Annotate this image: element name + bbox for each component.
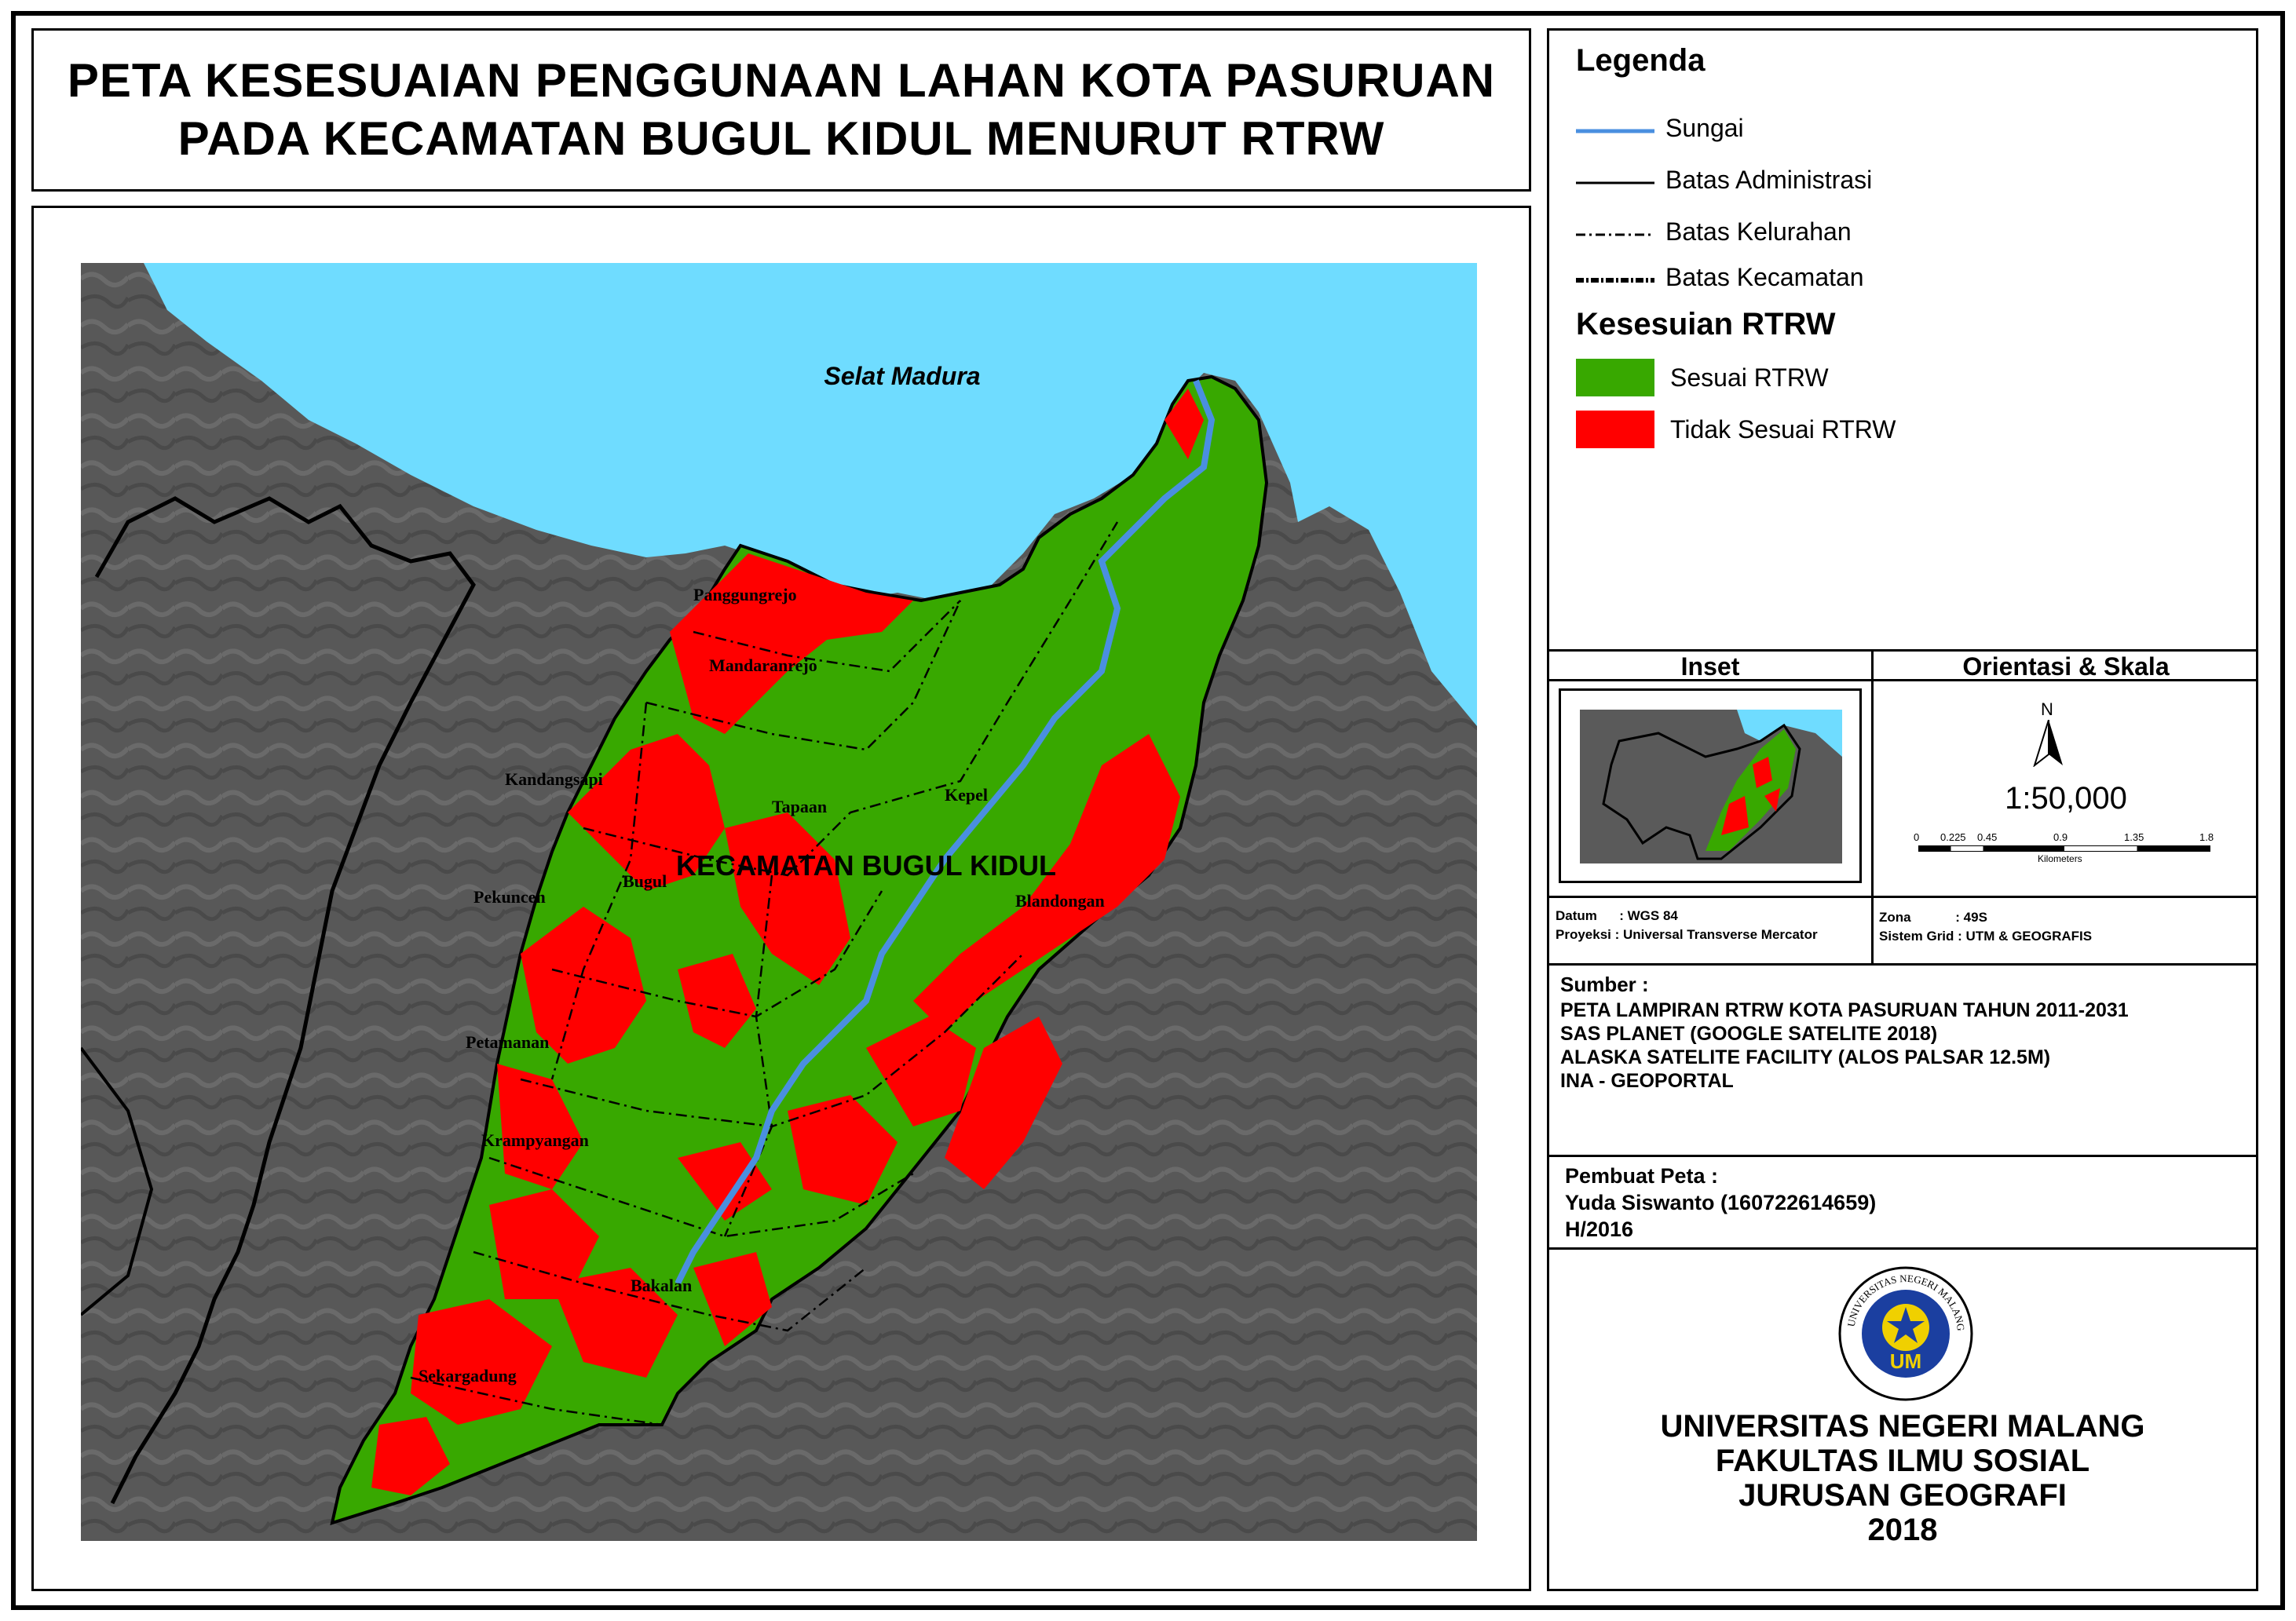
zona-value: : 49S xyxy=(1955,910,1987,925)
kelurahan-label: Kepel xyxy=(945,785,988,805)
datum-value: : WGS 84 xyxy=(1619,908,1678,923)
divider xyxy=(1549,1247,2256,1250)
dash-dot-line-icon xyxy=(1576,233,1654,236)
kelurahan-label: Tapaan xyxy=(772,797,827,816)
kelurahan-label: Krampyangan xyxy=(481,1130,589,1150)
tidak-sesuai-swatch xyxy=(1576,411,1654,448)
source-item: SAS PLANET (GOOGLE SATELITE 2018) xyxy=(1560,1023,1938,1045)
legend-class-label: Tidak Sesuai RTRW xyxy=(1670,415,1896,444)
faculty-name: FAKULTAS ILMU SOSIAL xyxy=(1715,1444,2090,1478)
university-logo: UM UNIVERSITAS NEGERI MALANG xyxy=(1838,1266,1973,1401)
kelurahan-labels: Panggungrejo Mandaranrejo Kandangsapi Ta… xyxy=(419,585,1105,1386)
grid-info: Sistem Grid : UTM & GEOGRAFIS xyxy=(1879,929,2092,944)
kelurahan-label: Petamanan xyxy=(466,1032,549,1052)
source-item: PETA LAMPIRAN RTRW KOTA PASURUAN TAHUN 2… xyxy=(1560,999,2129,1021)
source-item: ALASKA SATELITE FACILITY (ALOS PALSAR 12… xyxy=(1560,1046,2051,1068)
tidak-sesuai-areas xyxy=(371,389,1204,1495)
divider xyxy=(1871,896,1874,963)
kelurahan-label: Blandongan xyxy=(1015,891,1105,911)
logo-initials: UM xyxy=(1890,1349,1921,1373)
district-label: KECAMATAN BUGUL KIDUL xyxy=(676,849,1056,882)
kelurahan-label: Panggungrejo xyxy=(693,585,797,604)
divider xyxy=(1549,963,2256,966)
maker-heading: Pembuat Peta : xyxy=(1565,1164,1719,1188)
solid-line-icon xyxy=(1576,181,1654,184)
side-panel: Legenda Sungai Batas Administrasi Batas … xyxy=(1547,28,2258,1591)
legend-line-label: Sungai xyxy=(1665,114,1744,142)
kelurahan-label: Bugul xyxy=(623,871,667,891)
divider xyxy=(1549,896,2256,898)
map-title-line-1: PETA KESESUAIAN PENGGUNAAN LAHAN KOTA PA… xyxy=(67,54,1496,107)
dotted-thick-line-icon xyxy=(1576,278,1654,283)
main-map[interactable]: Selat Madura KECAMATAN BUGUL KIDUL Pangg… xyxy=(81,263,1477,1541)
kelurahan-boundaries xyxy=(410,521,1119,1426)
kelurahan-label: Pekuncen xyxy=(473,887,546,907)
maker-name: Yuda Siswanto (160722614659) xyxy=(1565,1191,1877,1214)
scale-tick: 0.9 xyxy=(2053,831,2068,843)
orientation-heading: Orientasi & Skala xyxy=(1962,652,2170,681)
river-line-icon xyxy=(1576,129,1654,133)
projection-label: Proyeksi xyxy=(1556,927,1611,942)
legend-line-label: Batas Administrasi xyxy=(1665,166,1873,194)
datum-label: Datum xyxy=(1556,908,1597,923)
scale-bar-graphic xyxy=(1918,845,2210,852)
legend-subtitle: Kesesuian RTRW xyxy=(1576,307,1836,341)
kelurahan-label: Bakalan xyxy=(631,1276,692,1295)
kelurahan-label: Sekargadung xyxy=(419,1366,517,1386)
scale-tick: 0.225 xyxy=(1940,831,1966,843)
legend-class-label: Sesuai RTRW xyxy=(1670,363,1829,392)
scale-tick: 0 xyxy=(1914,831,1920,843)
admin-boundary xyxy=(94,496,476,1505)
title-box: PETA KESESUAIAN PENGGUNAAN LAHAN KOTA PA… xyxy=(31,28,1531,192)
scale-tick: 1.8 xyxy=(2199,831,2214,843)
datum-info: Datum : WGS 84 xyxy=(1556,908,1678,924)
kelurahan-label: Kandangsapi xyxy=(505,769,603,789)
scale-tick: 1.35 xyxy=(2124,831,2144,843)
source-heading: Sumber : xyxy=(1560,973,1649,996)
scale-unit: Kilometers xyxy=(2038,853,2082,864)
zona-info: Zona : 49S xyxy=(1879,910,1987,926)
university-name: UNIVERSITAS NEGERI MALANG xyxy=(1660,1409,2145,1444)
projection-value: : Universal Transverse Mercator xyxy=(1614,927,1818,942)
map-title-line-2: PADA KECAMATAN BUGUL KIDUL MENURUT RTRW xyxy=(177,112,1385,165)
outer-frame xyxy=(11,11,2285,1610)
north-arrow-icon xyxy=(2033,720,2063,767)
sesuai-swatch xyxy=(1576,359,1654,396)
divider xyxy=(1549,679,2256,681)
sea-label: Selat Madura xyxy=(824,362,980,390)
grid-value: : UTM & GEOGRAFIS xyxy=(1958,929,2093,944)
divider xyxy=(1549,1155,2256,1157)
legend-title: Legenda xyxy=(1576,43,1706,78)
inset-heading: Inset xyxy=(1680,652,1740,681)
legend-line-label: Batas Kelurahan xyxy=(1665,217,1852,246)
department-name: JURUSAN GEOGRAFI xyxy=(1738,1478,2067,1513)
sea-area xyxy=(144,263,1477,726)
grid-label: Sistem Grid xyxy=(1879,929,1954,944)
maker-class: H/2016 xyxy=(1565,1218,1634,1241)
inset-map xyxy=(1580,710,1842,863)
north-label: N xyxy=(2041,699,2053,719)
admin-boundary-west xyxy=(81,1046,154,1316)
scale-ratio: 1:50,000 xyxy=(2005,781,2127,816)
projection-info: Proyeksi : Universal Transverse Mercator xyxy=(1556,927,1818,943)
legend-line-label: Batas Kecamatan xyxy=(1665,263,1864,291)
year: 2018 xyxy=(1867,1513,1938,1547)
map-box: Selat Madura KECAMATAN BUGUL KIDUL Pangg… xyxy=(31,206,1531,1591)
divider xyxy=(1549,649,2256,652)
river xyxy=(675,379,1216,1285)
inset-frame xyxy=(1559,688,1862,883)
scale-bar: 0 0.225 0.45 0.9 1.35 1.8 Kilometers xyxy=(1914,831,2217,864)
kelurahan-label: Mandaranrejo xyxy=(709,655,817,675)
scale-tick: 0.45 xyxy=(1977,831,1998,843)
zona-label: Zona xyxy=(1879,910,1911,925)
source-item: INA - GEOPORTAL xyxy=(1560,1070,1734,1092)
divider xyxy=(1871,649,1874,896)
